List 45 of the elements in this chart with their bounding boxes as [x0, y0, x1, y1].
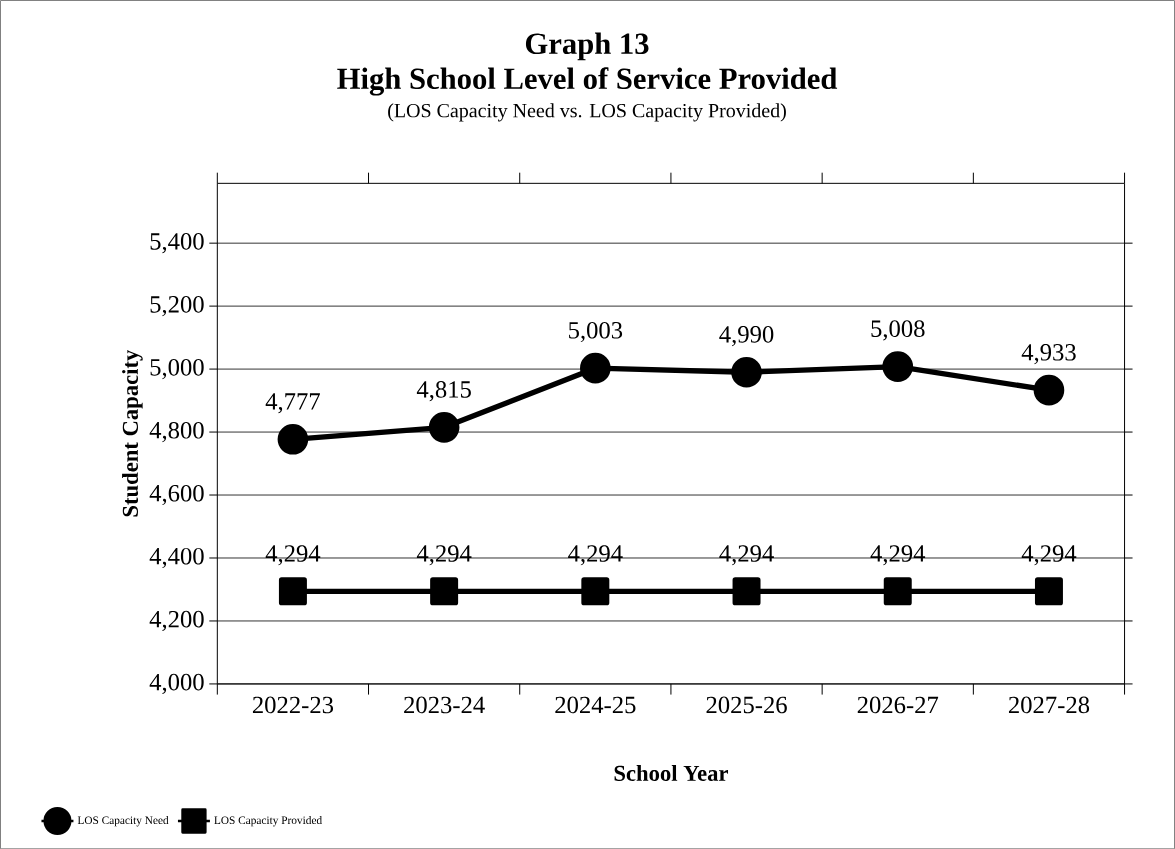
data-label: 4,294	[416, 545, 472, 566]
x-tick-label: 2025-26	[706, 696, 787, 714]
x-tick-label: 2022-23	[252, 696, 334, 714]
y-tick-label: 5,400	[150, 232, 204, 254]
y-axis-title: Student Capacity	[122, 349, 143, 517]
point	[580, 352, 611, 384]
y-tick-label: 4,400	[149, 547, 204, 568]
point	[732, 577, 761, 606]
data-label: 4,294	[568, 545, 623, 566]
chart-subtitle: High School Level of Service Provided	[337, 67, 838, 96]
point	[1033, 374, 1065, 406]
x-tick-label: 2026-27	[857, 696, 939, 714]
data-label: 4,933	[1021, 343, 1076, 365]
point	[581, 577, 610, 606]
x-tick-label: 2027-28	[1008, 696, 1090, 714]
point	[1034, 577, 1063, 606]
data-label: 4,990	[719, 325, 774, 347]
y-tick-label: 5,000	[150, 358, 204, 380]
point	[882, 351, 914, 382]
point	[428, 411, 460, 443]
data-label: 4,294	[719, 545, 774, 566]
legend-label: LOS Capacity Need	[77, 815, 169, 827]
point	[277, 423, 309, 455]
x-tick-label: 2024-25	[555, 696, 636, 714]
text: (LOS Capacity Need vs. LOS Capacity Provided)	[388, 103, 786, 122]
legend-label: LOS Capacity Provided	[214, 815, 322, 827]
data-label: 4,294	[1021, 545, 1077, 566]
point	[731, 356, 762, 388]
chart-title: Graph 13	[525, 32, 649, 61]
data-label: 4,777	[265, 393, 320, 414]
data-label: 4,294	[265, 545, 321, 566]
point	[278, 577, 307, 606]
y-tick-label: 4,600	[149, 484, 204, 505]
y-tick-label: 5,200	[150, 295, 204, 317]
point	[430, 577, 459, 606]
data-label: 4,815	[416, 380, 471, 402]
data-label: 5,003	[569, 321, 623, 342]
point	[883, 577, 912, 606]
data-label: 4,294	[870, 545, 926, 566]
y-tick-label: 4,000	[149, 673, 204, 694]
y-tick-label: 4,200	[149, 610, 204, 631]
data-label: 5,008	[871, 320, 925, 341]
y-tick-label: 4,800	[149, 421, 204, 442]
x-tick-label: 2023-24	[404, 696, 485, 714]
x-axis-title: School Year	[614, 764, 729, 781]
